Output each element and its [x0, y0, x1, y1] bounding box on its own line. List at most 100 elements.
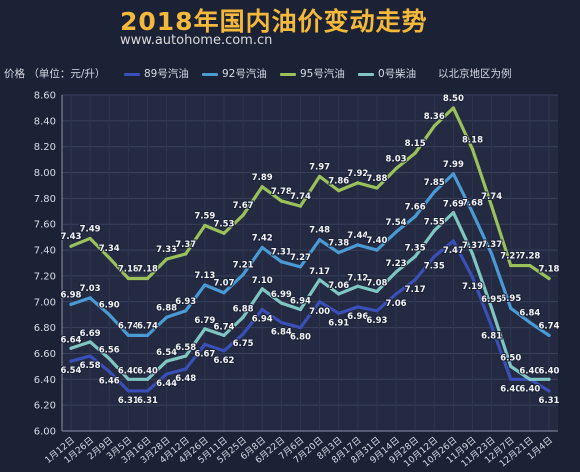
series-line: [69, 239, 551, 393]
data-point: [413, 254, 417, 259]
data-point: [260, 287, 264, 291]
data-point: [88, 296, 92, 300]
website-url[interactable]: www.autohome.com.cn: [120, 33, 273, 48]
data-label: 6.95: [481, 295, 502, 305]
data-label: 6.84: [519, 308, 540, 318]
data-label: 6.95: [500, 294, 521, 304]
data-label: 6.54: [61, 366, 82, 376]
data-label: 6.74: [137, 321, 158, 331]
legend-label-95: 95号汽油: [300, 68, 345, 80]
data-point: [470, 211, 475, 215]
data-point: [375, 248, 379, 252]
data-label: 7.27: [290, 253, 311, 263]
data-point: [547, 276, 551, 281]
y-tick-label: 6.40: [34, 375, 56, 386]
data-point: [528, 320, 532, 325]
data-label: 7.49: [80, 224, 101, 234]
data-point: [470, 252, 475, 256]
data-label: 7.13: [194, 271, 215, 281]
data-label: 7.23: [386, 259, 407, 269]
legend-item-89: 89号汽油: [124, 66, 189, 81]
data-point: [241, 213, 245, 217]
data-label: 6.40: [539, 366, 560, 376]
y-tick-label: 6.00: [34, 427, 56, 438]
data-label: 7.53: [213, 219, 234, 229]
data-point: [126, 276, 130, 281]
data-point: [279, 301, 283, 305]
data-label: 6.96: [347, 312, 368, 322]
data-point: [317, 300, 322, 304]
data-point: [184, 367, 188, 371]
data-label: 6.40: [519, 384, 540, 394]
data-label: 7.35: [405, 244, 426, 254]
data-label: 7.12: [347, 273, 368, 283]
data-point: [126, 377, 130, 381]
legend: 价格 （单位：元/升） 89号汽油 92号汽油 95号汽油 0号柴油 以北京地区…: [0, 64, 580, 82]
data-point: [547, 389, 551, 393]
data-point: [279, 320, 283, 325]
data-label: 8.50: [443, 94, 464, 104]
data-point: [260, 185, 264, 189]
data-point: [69, 359, 73, 363]
data-point: [375, 309, 379, 313]
y-tick-label: 7.60: [34, 220, 56, 231]
data-point: [490, 306, 494, 310]
data-point: [241, 315, 245, 319]
data-point: [337, 311, 341, 315]
legend-item-92: 92号汽油: [202, 66, 267, 81]
data-label: 7.08: [366, 278, 387, 288]
data-point: [88, 236, 92, 241]
data-point: [451, 239, 455, 243]
data-point: [260, 307, 264, 312]
data-point: [165, 257, 169, 261]
y-tick-label: 8.20: [34, 142, 56, 153]
data-label: 7.47: [443, 246, 464, 256]
data-label: 7.67: [233, 201, 254, 211]
series-line: [69, 172, 551, 337]
data-label: 7.00: [309, 307, 330, 317]
data-point: [394, 292, 398, 296]
data-label: 7.10: [252, 276, 273, 286]
data-point: [203, 327, 207, 331]
data-point: [356, 243, 360, 247]
data-point: [222, 231, 226, 235]
data-label: 7.92: [347, 169, 368, 179]
data-point: [107, 256, 111, 260]
data-label: 7.54: [386, 218, 407, 228]
data-point: [203, 223, 207, 228]
data-point: [547, 333, 551, 337]
data-label: 6.74: [539, 321, 560, 331]
data-label: 6.93: [366, 316, 387, 326]
data-label: 8.15: [405, 139, 426, 149]
data-label: 6.40: [519, 366, 540, 376]
data-point: [298, 204, 303, 208]
data-label: 7.17: [405, 285, 426, 295]
data-point: [394, 270, 398, 274]
data-point: [337, 189, 341, 193]
data-label: 7.48: [309, 226, 330, 236]
legend-swatch-92: [202, 72, 218, 76]
data-label: 6.44: [156, 379, 177, 389]
data-point: [451, 106, 455, 110]
data-label: 7.07: [213, 279, 234, 289]
data-label: 6.48: [175, 374, 196, 384]
data-point: [509, 364, 513, 368]
legend-label-89: 89号汽油: [144, 68, 189, 80]
data-point: [184, 309, 188, 313]
data-point: [356, 181, 360, 185]
data-point: [509, 306, 513, 310]
data-point: [107, 357, 111, 361]
data-label: 7.27: [500, 252, 521, 262]
legend-swatch-89: [124, 72, 140, 76]
data-label: 7.17: [309, 267, 330, 277]
data-label: 7.06: [328, 281, 349, 291]
data-point: [528, 377, 532, 381]
data-point: [184, 354, 188, 358]
data-point: [394, 230, 398, 234]
data-label: 6.94: [252, 315, 273, 325]
data-point: [490, 252, 494, 256]
data-point: [184, 252, 188, 256]
data-point: [222, 349, 226, 353]
data-label: 7.68: [462, 199, 483, 209]
data-point: [337, 251, 341, 255]
